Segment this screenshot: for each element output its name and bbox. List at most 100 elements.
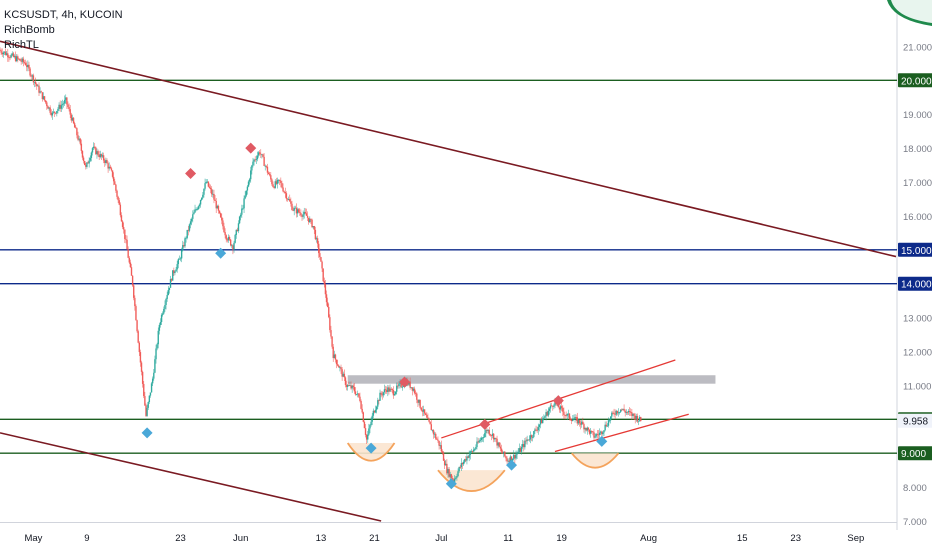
candle-body bbox=[622, 408, 624, 410]
candle-body bbox=[626, 411, 629, 413]
candle-body bbox=[494, 437, 496, 440]
indicator-label[interactable]: RichBomb bbox=[4, 24, 55, 36]
candle-body bbox=[398, 383, 400, 387]
candle-body bbox=[481, 437, 484, 439]
indicator-label[interactable]: RichTL bbox=[4, 39, 39, 51]
candle-body bbox=[47, 106, 49, 109]
candle-body bbox=[340, 367, 342, 370]
candle-body bbox=[141, 371, 144, 384]
trend-line[interactable] bbox=[554, 413, 689, 453]
candle-body bbox=[640, 417, 642, 422]
candle-body bbox=[242, 208, 244, 210]
trend-line[interactable] bbox=[0, 40, 897, 258]
candle-body bbox=[435, 433, 437, 439]
candle-body bbox=[287, 199, 290, 200]
trend-line[interactable] bbox=[0, 432, 382, 522]
candle-body bbox=[476, 441, 478, 448]
candle-body bbox=[630, 411, 632, 413]
swing-low-marker[interactable] bbox=[506, 459, 518, 471]
candle-body bbox=[96, 151, 98, 155]
candle-body bbox=[391, 389, 393, 391]
candle-body bbox=[588, 429, 591, 434]
candle-body bbox=[185, 237, 187, 239]
swing-low-marker[interactable] bbox=[141, 427, 153, 439]
resistance-zone[interactable] bbox=[347, 375, 716, 384]
candle-body bbox=[312, 226, 314, 228]
candle-body bbox=[290, 201, 292, 204]
candle-body bbox=[445, 463, 447, 466]
swing-low-marker[interactable] bbox=[215, 247, 227, 259]
candle-body bbox=[246, 186, 249, 191]
candle-body bbox=[628, 411, 631, 412]
candle-body bbox=[399, 382, 401, 384]
candle-body bbox=[511, 458, 514, 461]
candle-body bbox=[496, 438, 498, 446]
candle-body bbox=[581, 421, 583, 425]
candle-body bbox=[106, 160, 108, 164]
candle-body bbox=[513, 454, 515, 459]
candle-body bbox=[265, 165, 268, 167]
candle-body bbox=[33, 81, 36, 83]
candle-body bbox=[474, 448, 476, 450]
candle-body bbox=[305, 213, 308, 216]
candle-body bbox=[389, 388, 391, 392]
candle-body bbox=[127, 249, 129, 258]
candle-body bbox=[472, 449, 475, 452]
candle-body bbox=[402, 386, 405, 388]
candle-body bbox=[344, 377, 347, 385]
candle-body bbox=[446, 463, 448, 474]
price-tick-label: 17.000 bbox=[903, 178, 932, 189]
candle-body bbox=[589, 430, 592, 434]
candle-body bbox=[223, 226, 225, 233]
candle-body bbox=[563, 411, 565, 415]
candle-body bbox=[112, 176, 115, 182]
candle-body bbox=[583, 424, 585, 430]
swing-low-marker[interactable] bbox=[445, 478, 457, 490]
candle-body bbox=[349, 385, 351, 387]
swing-high-marker[interactable] bbox=[399, 376, 411, 388]
candle-body bbox=[19, 58, 21, 61]
swing-high-marker[interactable] bbox=[185, 168, 197, 180]
candle-body bbox=[519, 448, 522, 452]
swing-low-marker[interactable] bbox=[596, 435, 608, 447]
candle-body bbox=[66, 97, 68, 105]
candle-body bbox=[202, 194, 204, 198]
candle-body bbox=[348, 385, 350, 386]
candle-body bbox=[26, 65, 28, 68]
candle-body bbox=[295, 207, 298, 214]
candle-body bbox=[147, 401, 149, 408]
time-tick-label: 11 bbox=[503, 533, 513, 544]
candle-body bbox=[410, 387, 412, 389]
candle-body bbox=[542, 419, 544, 424]
candle-body bbox=[283, 191, 285, 193]
candle-body bbox=[282, 187, 284, 192]
swing-high-marker[interactable] bbox=[552, 395, 564, 407]
candle-body bbox=[243, 198, 245, 209]
candle-body bbox=[48, 107, 50, 109]
candle-body bbox=[118, 200, 120, 205]
candle-body bbox=[297, 209, 300, 213]
candle-body bbox=[543, 417, 545, 420]
current-price-label: 9.958 bbox=[903, 417, 928, 428]
candle-body bbox=[524, 440, 526, 448]
swing-high-marker[interactable] bbox=[245, 142, 257, 154]
swing-high-marker[interactable] bbox=[479, 418, 491, 430]
candle-body bbox=[16, 56, 18, 62]
swing-low-marker[interactable] bbox=[365, 442, 377, 454]
candle-body bbox=[636, 415, 639, 422]
time-tick-label: 19 bbox=[556, 533, 567, 544]
candle-body bbox=[268, 174, 271, 176]
candle-body bbox=[333, 354, 336, 359]
candle-body bbox=[534, 429, 536, 432]
candle-body bbox=[638, 417, 641, 421]
candle-body bbox=[620, 409, 622, 412]
candle-body bbox=[275, 181, 278, 184]
candle-body bbox=[126, 239, 128, 250]
candle-body bbox=[336, 364, 339, 366]
candle-body bbox=[373, 410, 376, 413]
candle-body bbox=[545, 412, 547, 417]
candle-body bbox=[253, 159, 255, 162]
candle-body bbox=[108, 166, 110, 169]
